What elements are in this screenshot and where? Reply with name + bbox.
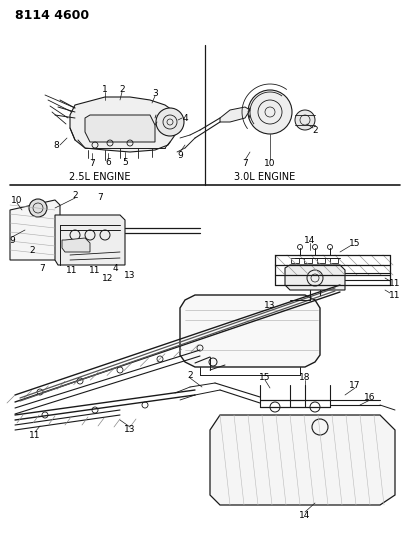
Text: 7: 7 bbox=[97, 192, 103, 201]
Bar bbox=[290, 258, 298, 263]
Text: 13: 13 bbox=[124, 425, 135, 434]
Bar bbox=[303, 258, 311, 263]
Text: 9: 9 bbox=[9, 236, 15, 245]
Polygon shape bbox=[55, 215, 125, 265]
Text: 15: 15 bbox=[258, 373, 270, 382]
Circle shape bbox=[247, 90, 291, 134]
Polygon shape bbox=[70, 97, 178, 152]
Text: 2.5L ENGINE: 2.5L ENGINE bbox=[69, 172, 130, 182]
Text: 8: 8 bbox=[53, 141, 59, 149]
Text: 15: 15 bbox=[348, 238, 360, 247]
Text: 17: 17 bbox=[348, 381, 360, 390]
Text: 2: 2 bbox=[72, 190, 78, 199]
Text: 4: 4 bbox=[182, 114, 187, 123]
Text: 11: 11 bbox=[388, 290, 400, 300]
Text: 7: 7 bbox=[39, 263, 45, 272]
Text: 10: 10 bbox=[11, 196, 22, 205]
Text: 3: 3 bbox=[152, 88, 157, 98]
Text: 11: 11 bbox=[388, 279, 400, 287]
Polygon shape bbox=[85, 115, 155, 142]
Text: 7: 7 bbox=[242, 158, 247, 167]
Text: 11: 11 bbox=[89, 265, 101, 274]
Polygon shape bbox=[10, 200, 60, 260]
Bar bbox=[316, 258, 324, 263]
Text: 12: 12 bbox=[102, 273, 113, 282]
Polygon shape bbox=[284, 265, 344, 290]
Text: 18: 18 bbox=[299, 373, 310, 382]
Text: 11: 11 bbox=[66, 265, 78, 274]
Text: 2: 2 bbox=[311, 125, 317, 134]
Bar bbox=[329, 258, 337, 263]
Polygon shape bbox=[220, 107, 249, 122]
Polygon shape bbox=[209, 415, 394, 505]
Text: 2: 2 bbox=[29, 246, 35, 254]
Text: 5: 5 bbox=[122, 157, 128, 166]
Text: 14: 14 bbox=[299, 511, 310, 520]
Text: 13: 13 bbox=[264, 301, 275, 310]
Text: 3.0L ENGINE: 3.0L ENGINE bbox=[234, 172, 295, 182]
Text: 14: 14 bbox=[303, 236, 315, 245]
Text: 10: 10 bbox=[264, 158, 275, 167]
Text: 6: 6 bbox=[105, 157, 110, 166]
Circle shape bbox=[155, 108, 184, 136]
Polygon shape bbox=[180, 295, 319, 367]
Text: 2: 2 bbox=[187, 370, 192, 379]
Text: 9: 9 bbox=[177, 150, 182, 159]
Text: 8114 4600: 8114 4600 bbox=[15, 9, 89, 21]
Text: 7: 7 bbox=[89, 158, 94, 167]
Text: 11: 11 bbox=[29, 431, 40, 440]
Text: 16: 16 bbox=[363, 392, 375, 401]
Polygon shape bbox=[62, 238, 90, 252]
Text: 1: 1 bbox=[102, 85, 108, 93]
Text: 4: 4 bbox=[112, 263, 117, 272]
Text: 2: 2 bbox=[119, 85, 124, 93]
Circle shape bbox=[294, 110, 314, 130]
Text: 13: 13 bbox=[124, 271, 135, 279]
Circle shape bbox=[29, 199, 47, 217]
